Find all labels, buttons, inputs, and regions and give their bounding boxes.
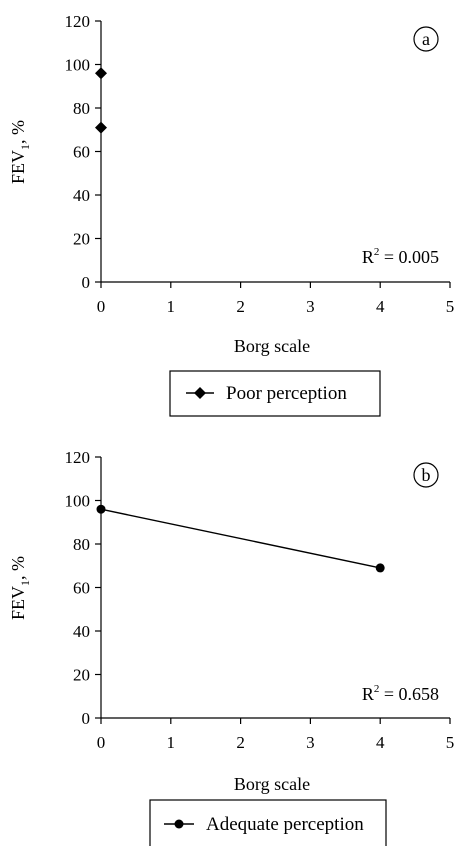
axes-a: 0 20 40 60 80 100 120 0 1 2 3 4 5 [65,12,455,316]
legend-marker-diamond-a [194,387,206,399]
r-squared-prefix-b: R [362,684,374,704]
legend-label-a: Poor perception [226,383,347,404]
y-tick-label-a: 100 [65,56,91,75]
panel-label-b: b [422,465,431,485]
y-tick-label-b: 80 [73,535,90,554]
x-tick-label-b: 1 [167,733,176,752]
y-axis-label-a: FEV1, % [8,120,32,184]
marks-a [95,67,107,134]
legend-a: Poor perception [169,370,381,417]
series-line-b [100,508,381,569]
x-tick-label-b: 4 [376,733,385,752]
y-axis-label-suffix-b: , % [8,556,28,580]
r-squared-value-b: = 0.658 [379,684,439,704]
legend-b: Adequate perception [149,799,387,846]
y-axis-label-b: FEV1, % [8,556,32,620]
y-tick-label-b: 0 [82,709,91,728]
r-squared-prefix-a: R [362,247,374,267]
y-tick-label-b: 60 [73,579,90,598]
y-tick-label-a: 60 [73,143,90,162]
axes-b: 0 20 40 60 80 100 120 0 1 2 3 4 5 [65,448,455,752]
y-tick-label-a: 80 [73,99,90,118]
y-axis-label-sub-b: 1 [18,580,32,586]
x-tick-label-a: 0 [97,297,106,316]
y-tick-label-a: 20 [73,230,90,249]
x-axis-label-a: Borg scale [234,336,310,356]
y-tick-label-b: 40 [73,622,90,641]
panel-label-circle-b [413,462,439,488]
x-axis-label-b: Borg scale [234,774,310,794]
data-point-circle-b [375,563,385,573]
r-squared-sup-a: 2 [374,246,380,258]
x-tick-label-a: 3 [306,297,315,316]
y-axis-label-main-a: FEV [8,150,28,184]
y-axis-label-suffix-a: , % [8,120,28,144]
y-tick-label-b: 120 [65,448,91,467]
x-tick-label-a: 4 [376,297,385,316]
legend-label-b: Adequate perception [206,814,364,835]
x-tick-label-b: 5 [446,733,455,752]
y-tick-label-a: 40 [73,186,90,205]
r-squared-a: R2 = 0.005 [362,246,439,267]
r-squared-b: R2 = 0.658 [362,683,439,704]
marks-b [96,504,385,573]
legend-marker-circle-b [174,819,184,829]
panel-label-a: a [422,29,430,49]
x-tick-label-a: 1 [167,297,176,316]
legend-box-b [149,799,387,846]
x-tick-label-b: 2 [236,733,245,752]
x-tick-label-b: 0 [97,733,106,752]
x-tick-label-a: 2 [236,297,245,316]
y-axis-label-sub-a: 1 [18,144,32,150]
y-tick-label-b: 20 [73,666,90,685]
data-point-diamond-a [95,121,107,134]
r-squared-sup-b: 2 [374,683,380,695]
y-axis-label-main-b: FEV [8,586,28,620]
x-tick-label-b: 3 [306,733,315,752]
y-tick-label-a: 0 [82,273,91,292]
x-tick-label-a: 5 [446,297,455,316]
r-squared-value-a: = 0.005 [379,247,439,267]
data-point-circle-b [96,504,106,514]
panel-label-circle-a [413,26,439,52]
y-tick-label-a: 120 [65,12,91,31]
y-tick-label-b: 100 [65,492,91,511]
data-point-diamond-a [95,67,107,80]
